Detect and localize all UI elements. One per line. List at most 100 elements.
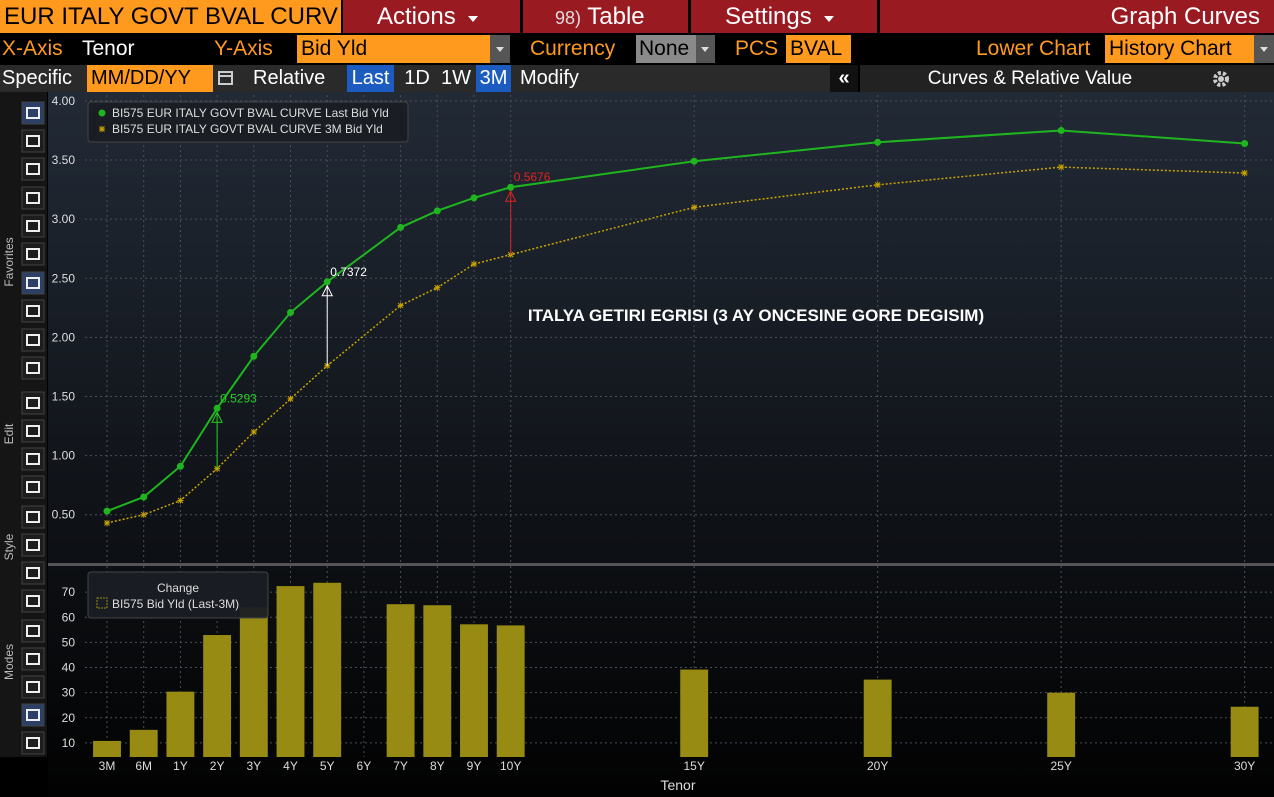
bar xyxy=(129,729,158,757)
annotation: 0.5676 xyxy=(514,170,551,184)
modify-button[interactable]: Modify xyxy=(520,67,579,89)
legend-marker xyxy=(98,109,106,117)
date-field[interactable]: MM/DD/YY xyxy=(87,65,213,92)
bar xyxy=(460,624,488,757)
point xyxy=(690,157,698,165)
currency-field[interactable]: None xyxy=(636,35,696,63)
security-field[interactable]: EUR ITALY GOVT BVAL CURV xyxy=(0,0,341,33)
calendar-button[interactable] xyxy=(215,65,237,92)
pcs-label: PCS xyxy=(735,37,779,60)
legend-title: Change xyxy=(157,581,199,595)
arrow-head xyxy=(211,411,223,423)
chart-background xyxy=(48,92,1274,797)
point xyxy=(103,507,111,515)
marker xyxy=(99,126,105,132)
bar xyxy=(863,679,892,757)
bar xyxy=(203,635,232,757)
settings-gear[interactable] xyxy=(1200,65,1274,92)
tool-icon xyxy=(21,356,45,380)
point xyxy=(140,493,148,501)
period-button[interactable]: Last xyxy=(347,65,394,92)
tool-icon xyxy=(21,157,45,181)
pcs-field[interactable]: BVAL xyxy=(786,35,851,63)
settings-label: Settings xyxy=(725,3,812,30)
y-axis-field[interactable]: Bid Yld xyxy=(297,35,490,63)
x-tick-label: 9Y xyxy=(467,759,482,773)
marker xyxy=(397,302,404,309)
marker xyxy=(104,519,111,526)
currency-label: Currency xyxy=(530,37,616,60)
tool-glyph xyxy=(26,481,40,493)
marker-stroke xyxy=(1241,170,1248,176)
period-button[interactable]: 1D xyxy=(404,67,430,89)
tool-glyph xyxy=(26,248,40,260)
period-button[interactable]: 1W xyxy=(441,67,471,89)
marker-stroke xyxy=(1058,164,1065,170)
dropdown[interactable] xyxy=(1254,35,1274,63)
arrow-head xyxy=(504,190,517,202)
marker xyxy=(287,395,294,402)
tool-icon xyxy=(21,129,45,153)
bar xyxy=(680,669,709,757)
legend-label: BI575 Bid Yld (Last-3M) xyxy=(112,597,239,611)
x-tick-label: 3Y xyxy=(246,759,261,773)
point xyxy=(287,309,295,317)
marker xyxy=(470,261,477,268)
y-tick-label: 70 xyxy=(62,585,76,599)
table-button[interactable]: 98) Table xyxy=(523,0,688,33)
marker xyxy=(1058,164,1065,171)
actions-menu[interactable]: Actions xyxy=(343,0,520,33)
x-tick-label: 1Y xyxy=(173,759,188,773)
dropdown-arrow xyxy=(1260,47,1268,52)
tool-icons xyxy=(21,101,45,755)
lower-chart-field[interactable]: History Chart xyxy=(1105,35,1254,63)
x-axis-label: X-Axis xyxy=(2,37,63,60)
x-tick-label: 8Y xyxy=(430,759,445,773)
calendar-icon xyxy=(218,71,233,85)
side-label: Style xyxy=(2,533,16,560)
bar xyxy=(386,604,415,757)
bar xyxy=(423,605,452,757)
bar xyxy=(239,607,268,757)
y-axis-label: Y-Axis xyxy=(214,37,273,60)
tool-glyph xyxy=(26,425,40,437)
dropdown[interactable] xyxy=(490,35,510,63)
marker-stroke xyxy=(99,126,105,132)
chart-title: ITALYA GETIRI EGRISI (3 AY ONCESINE GORE… xyxy=(528,306,984,325)
marker xyxy=(140,511,147,518)
annotation: 0.7372 xyxy=(330,265,367,279)
period-button[interactable]: 3M xyxy=(476,65,511,92)
tool-glyph xyxy=(26,192,40,204)
legend-marker xyxy=(96,597,108,609)
dropdown[interactable] xyxy=(696,35,715,63)
x-axis-title: Tenor xyxy=(660,777,695,793)
tool-icon xyxy=(21,505,45,529)
x-tick-label: 6Y xyxy=(357,759,372,773)
bar xyxy=(166,691,195,757)
marker-stroke xyxy=(874,181,881,188)
tool-icon xyxy=(21,419,45,443)
legend-label: BI575 EUR ITALY GOVT BVAL CURVE 3M Bid Y… xyxy=(112,122,383,136)
tool-icon xyxy=(21,299,45,323)
marker xyxy=(691,204,698,211)
marker-stroke xyxy=(691,204,698,211)
legend-box xyxy=(87,571,269,619)
tool-glyph xyxy=(26,595,40,607)
point xyxy=(470,194,478,202)
settings-menu[interactable]: Settings xyxy=(691,0,877,33)
y-tick-label: 2.00 xyxy=(52,330,76,344)
tool-icon xyxy=(21,675,45,699)
side-label: Favorites xyxy=(2,237,16,286)
legend-box xyxy=(87,101,409,143)
tool-glyph xyxy=(26,567,40,579)
tool-glyph xyxy=(26,305,40,317)
x-tick-label: 25Y xyxy=(1050,759,1071,773)
point xyxy=(1241,139,1249,147)
tool-icon xyxy=(21,328,45,352)
gear-icon xyxy=(1213,71,1229,87)
relative-label: Relative xyxy=(253,67,326,89)
tool-icon xyxy=(21,391,45,415)
collapse-button[interactable]: « xyxy=(830,65,858,92)
tool-icon xyxy=(21,731,45,755)
marker-stroke xyxy=(140,511,147,518)
